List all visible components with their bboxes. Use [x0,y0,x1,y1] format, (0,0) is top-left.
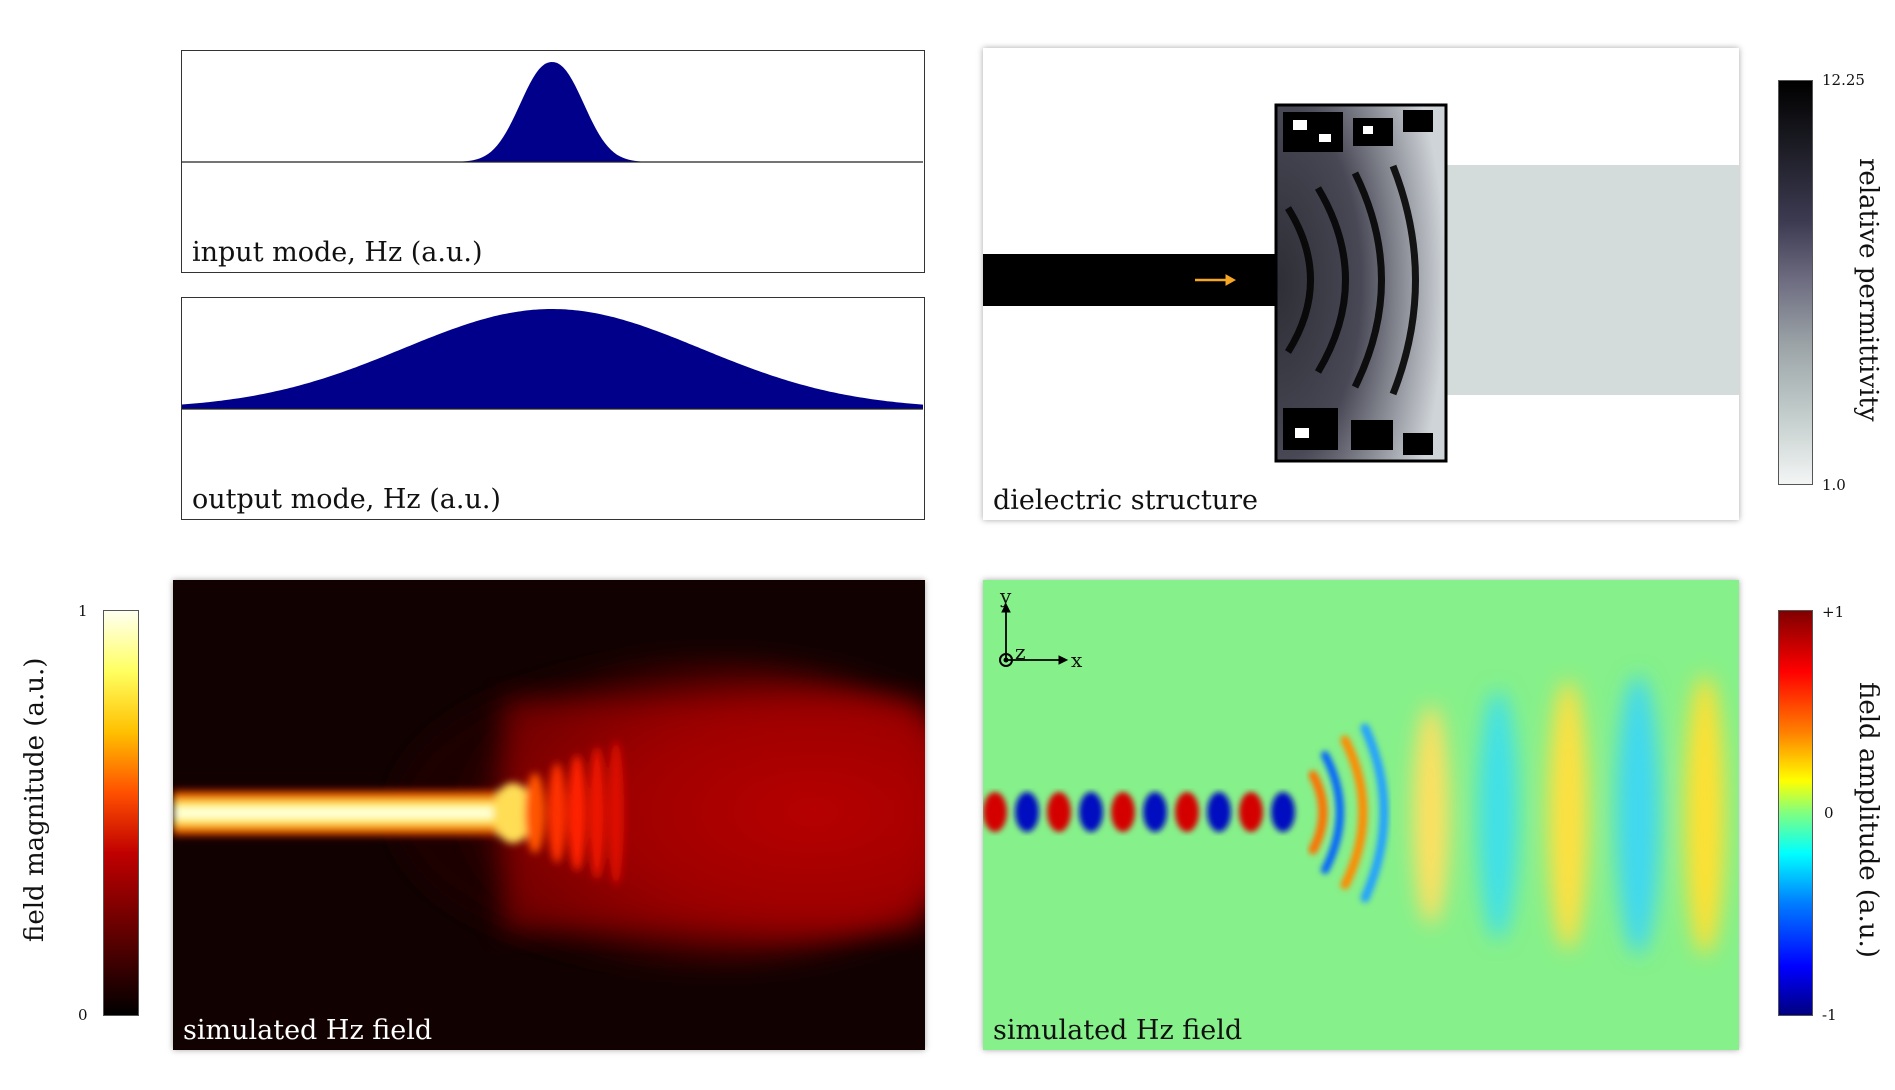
amplitude-max-label: +1 [1822,603,1845,621]
output-mode-title: output mode, Hz (a.u.) [192,484,501,515]
input-mode-plot [182,62,923,163]
axis-x-label: x [1071,648,1083,672]
magnitude-colorbar [103,610,139,1016]
output-mode-profile [182,309,923,409]
input-mode-title: input mode, Hz (a.u.) [192,237,483,268]
magnitude-min-label: 0 [78,1006,88,1024]
dielectric-structure-image [983,103,1739,463]
input-mode-panel: input mode, Hz (a.u.) [181,50,925,273]
output-waveguide [1445,165,1739,395]
magnitude-axis-label: field magnitude (a.u.) [20,657,50,942]
field-amplitude-title: simulated Hz field [993,1015,1243,1046]
amplitude-axis-label: field amplitude (a.u.) [1853,682,1883,958]
field-magnitude-panel: simulated Hz field [173,580,925,1050]
axis-z-label: z [1015,640,1026,664]
field-amplitude-panel: y z x simulated Hz field [983,580,1739,1050]
amplitude-mid-label: 0 [1824,804,1834,822]
propagation-arrow [1195,274,1237,286]
amplitude-min-label: -1 [1822,1006,1837,1024]
permittivity-max-label: 12.25 [1822,71,1865,89]
field-amplitude-image [983,580,1739,1050]
axes-indicator [999,602,1069,667]
design-region [1274,103,1448,463]
field-magnitude-title: simulated Hz field [183,1015,433,1046]
dielectric-structure-panel: dielectric structure [983,48,1739,520]
amplitude-colorbar [1778,610,1813,1016]
output-mode-panel: output mode, Hz (a.u.) [181,297,925,520]
magnitude-max-label: 1 [78,602,88,620]
output-mode-plot [182,309,923,410]
input-mode-profile [182,62,923,162]
axis-y-label: y [1000,584,1012,608]
field-magnitude-image [173,580,925,1050]
permittivity-min-label: 1.0 [1822,476,1846,494]
permittivity-axis-label: relative permittivity [1853,158,1883,422]
permittivity-colorbar [1778,80,1813,485]
dielectric-structure-title: dielectric structure [993,485,1258,516]
input-waveguide [983,254,1298,306]
